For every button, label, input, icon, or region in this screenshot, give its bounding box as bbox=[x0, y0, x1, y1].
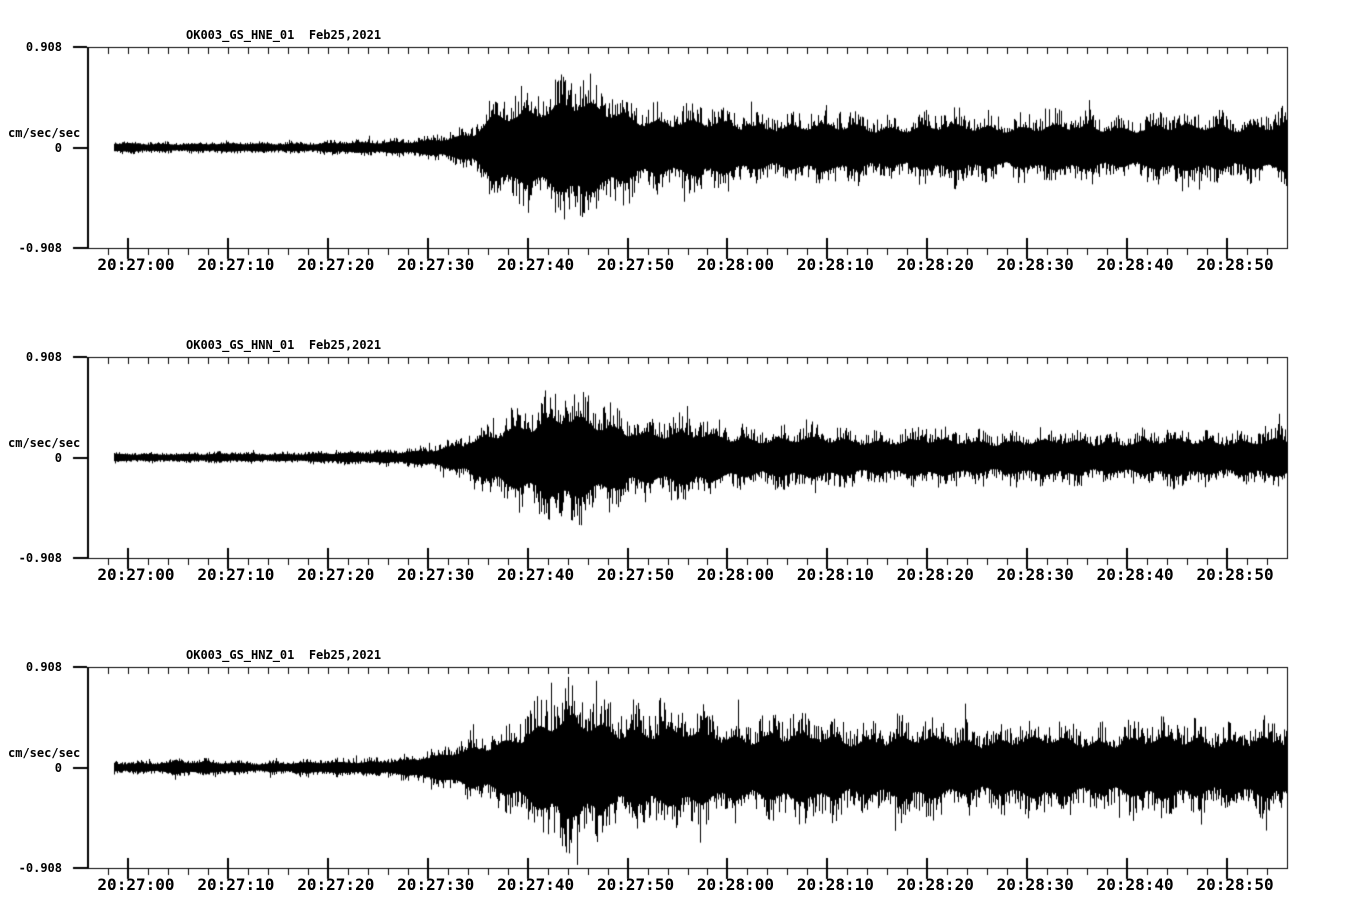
x-tick-label: 20:27:50 bbox=[597, 565, 675, 584]
x-tick-label: 20:27:10 bbox=[197, 255, 275, 274]
y-tick-label-zero: 0 bbox=[54, 141, 62, 155]
x-tick-label: 20:27:00 bbox=[97, 255, 175, 274]
x-tick-label: 20:27:20 bbox=[297, 255, 375, 274]
panel-title: OK003_GS_HNZ_01 Feb25,2021 bbox=[186, 648, 382, 662]
y-tick-label-zero: 0 bbox=[54, 451, 62, 465]
x-tick-label: 20:27:20 bbox=[297, 875, 375, 894]
y-tick-label-zero: 0 bbox=[54, 761, 62, 775]
x-tick-label: 20:27:00 bbox=[97, 565, 175, 584]
y-axis-unit-label: cm/sec/sec bbox=[8, 436, 81, 450]
x-tick-label: 20:28:20 bbox=[896, 875, 974, 894]
x-tick-label: 20:28:40 bbox=[1096, 565, 1174, 584]
x-tick-label: 20:27:40 bbox=[497, 565, 575, 584]
y-axis-unit-label: cm/sec/sec bbox=[8, 746, 81, 760]
x-tick-label: 20:28:30 bbox=[996, 875, 1074, 894]
x-tick-label: 20:27:10 bbox=[197, 565, 275, 584]
x-tick-label: 20:27:40 bbox=[497, 255, 575, 274]
waveform-plot-hnz bbox=[0, 620, 1358, 924]
x-tick-label: 20:27:50 bbox=[597, 875, 675, 894]
y-tick-label-max: 0.908 bbox=[25, 40, 62, 54]
panel-title: OK003_GS_HNN_01 Feb25,2021 bbox=[186, 338, 382, 352]
x-tick-label: 20:27:20 bbox=[297, 565, 375, 584]
x-tick-label: 20:27:10 bbox=[197, 875, 275, 894]
panel-title: OK003_GS_HNE_01 Feb25,2021 bbox=[186, 28, 382, 42]
waveform-plot-hne bbox=[0, 0, 1358, 310]
x-tick-label: 20:28:50 bbox=[1196, 255, 1274, 274]
x-tick-label: 20:28:00 bbox=[696, 875, 774, 894]
x-tick-label: 20:28:10 bbox=[796, 565, 874, 584]
x-tick-label: 20:28:20 bbox=[896, 255, 974, 274]
x-tick-label: 20:27:30 bbox=[397, 875, 475, 894]
y-axis-unit-label: cm/sec/sec bbox=[8, 126, 81, 140]
y-tick-label-min: -0.908 bbox=[18, 551, 62, 565]
y-tick-label-min: -0.908 bbox=[18, 861, 62, 875]
x-tick-label: 20:27:50 bbox=[597, 255, 675, 274]
seismogram-panel-hnz: OK003_GS_HNZ_01 Feb25,2021 0.908 cm/sec/… bbox=[0, 620, 1358, 924]
x-tick-label: 20:28:10 bbox=[796, 255, 874, 274]
x-tick-label: 20:28:20 bbox=[896, 565, 974, 584]
x-tick-label: 20:27:30 bbox=[397, 255, 475, 274]
seismogram-panel-hnn: OK003_GS_HNN_01 Feb25,2021 0.908 cm/sec/… bbox=[0, 310, 1358, 620]
x-tick-label: 20:28:00 bbox=[696, 255, 774, 274]
y-tick-label-max: 0.908 bbox=[25, 660, 62, 674]
x-tick-label: 20:28:50 bbox=[1196, 565, 1274, 584]
x-tick-label: 20:28:40 bbox=[1096, 875, 1174, 894]
x-tick-label: 20:28:10 bbox=[796, 875, 874, 894]
x-tick-label: 20:27:30 bbox=[397, 565, 475, 584]
x-tick-label: 20:28:50 bbox=[1196, 875, 1274, 894]
x-tick-label: 20:28:30 bbox=[996, 255, 1074, 274]
x-tick-label: 20:28:30 bbox=[996, 565, 1074, 584]
x-tick-label: 20:28:00 bbox=[696, 565, 774, 584]
waveform-plot-hnn bbox=[0, 310, 1358, 620]
x-tick-label: 20:27:40 bbox=[497, 875, 575, 894]
x-tick-label: 20:27:00 bbox=[97, 875, 175, 894]
y-tick-label-max: 0.908 bbox=[25, 350, 62, 364]
y-tick-label-min: -0.908 bbox=[18, 241, 62, 255]
seismogram-panel-hne: OK003_GS_HNE_01 Feb25,2021 0.908 cm/sec/… bbox=[0, 0, 1358, 310]
x-tick-label: 20:28:40 bbox=[1096, 255, 1174, 274]
